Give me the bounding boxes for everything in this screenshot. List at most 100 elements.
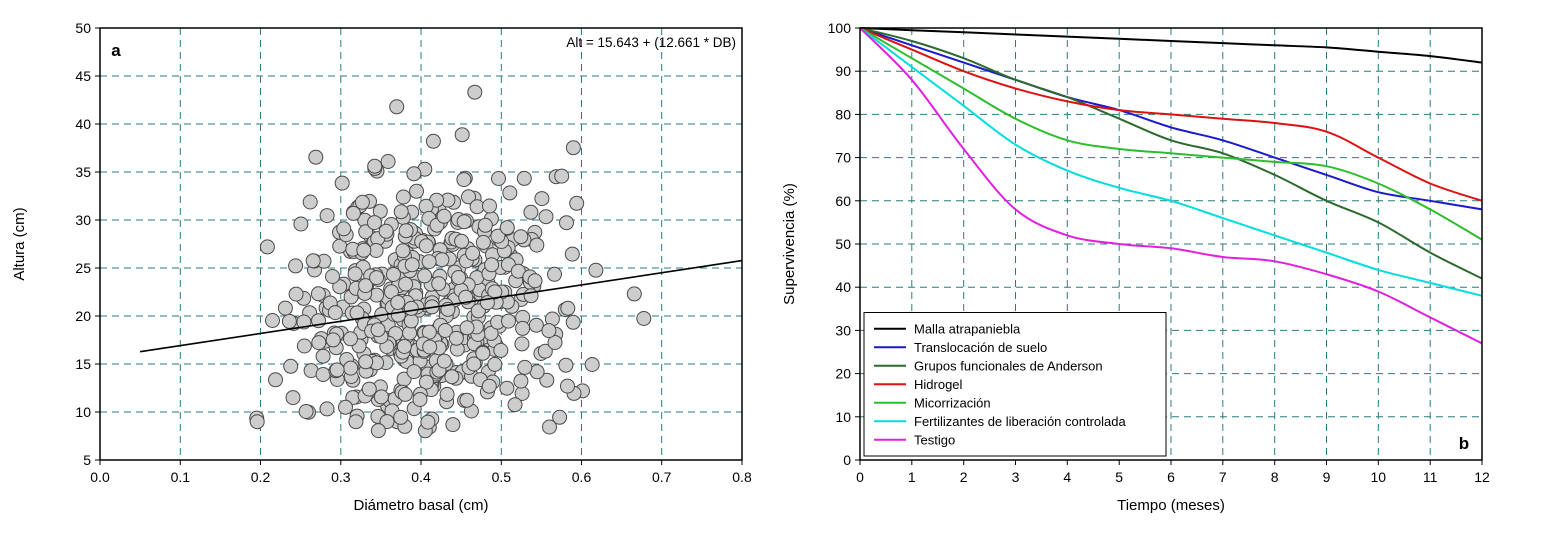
y-axis-title-a: Altura (cm) [11,207,28,280]
scatter-point [367,215,382,231]
scatter-point [636,311,652,326]
scatter-point [537,343,553,359]
scatter-point [517,359,533,375]
scatter-point [484,257,500,273]
scatter-point [445,417,461,433]
tick-marks [95,27,743,465]
scatter-point [481,378,497,394]
scatter-point [298,404,314,419]
scatter-point [403,300,419,316]
y-tick-label: 25 [75,260,91,276]
scatter-point [502,185,518,201]
scatter-point [529,237,545,253]
x-tick-label: 9 [1323,469,1331,485]
scatter-point [465,245,481,261]
scatter-point [398,223,414,239]
scatter-point [370,322,386,338]
scatter-point [393,409,409,425]
scatter-point [281,313,297,329]
scatter-point [395,243,411,259]
y-tick-label: 20 [835,366,851,382]
scatter-point [296,338,312,354]
x-tick-label: 0.7 [652,469,672,485]
y-tick-label: 10 [75,404,91,420]
x-tick-label: 5 [1115,469,1123,485]
scatter-point [367,158,383,174]
legend-item-label: Micorrización [914,395,991,410]
scatter-point [325,332,341,348]
y-tick-label: 40 [75,116,91,132]
scatter-point [393,204,409,220]
y-tick-label: 35 [75,164,91,180]
scatter-point [439,386,455,402]
scatter-point [412,392,428,407]
legend-item-label: Malla atrapaniebla [914,321,1021,336]
scatter-point [356,242,372,258]
x-tick-label: 4 [1063,469,1071,485]
x-axis-title-a: Diámetro basal (cm) [353,497,488,514]
scatter-point [431,276,447,292]
scatter-point [565,140,581,156]
scatter-point [565,314,581,330]
scatter-point [338,399,353,415]
scatter-point [296,314,312,330]
scatter-point [499,220,515,236]
scatter-point [283,358,299,374]
panel-label-b: b [1459,434,1469,453]
scatter-point [403,313,419,329]
scatter-point [475,234,491,250]
scatter-point [349,305,365,321]
y-tick-label: 50 [75,20,91,36]
scatter-point [370,423,386,439]
scatter-point [588,262,604,278]
scatter-point [378,223,394,239]
scatter-point [434,252,450,268]
x-tick-label: 0.0 [90,469,110,485]
scatter-point [397,386,413,402]
y-tick-label: 50 [835,236,851,252]
scatter-point [418,238,434,254]
scatter-point [315,367,331,382]
scatter-point [499,380,515,396]
x-tick-label: 12 [1474,469,1490,485]
scatter-point [396,339,412,354]
scatter-point [513,229,529,245]
scatter-point [404,257,420,273]
scatter-point [490,228,506,244]
scatter-point [369,270,385,286]
scatter-point [308,149,324,165]
scatter-point [482,198,497,214]
scatter-point [513,373,529,389]
x-tick-label: 0.1 [171,469,191,485]
scatter-point [436,353,452,369]
y-tick-label: 90 [835,63,851,79]
scatter-point [451,270,467,285]
scatter-point [343,331,358,347]
scatter-point [285,390,301,406]
y-tick-label: 0 [843,452,851,468]
scatter-point [456,172,472,188]
legend: Malla atrapaniebla Translocación de suelo… [863,312,1167,457]
series-line [859,27,1483,297]
x-tick-label: 0.5 [492,469,512,485]
y-tick-label: 80 [835,106,851,122]
y-tick-label: 40 [835,279,851,295]
scatter-point [569,195,585,211]
scatter-points [249,84,652,439]
scatter-point [454,233,470,249]
scatter-point [390,295,406,310]
scatter-point [560,300,576,316]
scatter-point [348,414,364,430]
scatter-point [539,372,555,388]
series-line [859,27,1483,241]
scatter-point [422,339,438,355]
line-chart-panel-b: 0 1 2 3 4 5 6 7 8 9 10 11 120102030405060708090100Ma… [770,0,1547,539]
scatter-point [421,254,437,270]
scatter-point [361,381,377,397]
y-tick-label: 15 [75,356,91,372]
scatter-point [507,397,523,413]
scatter-point [288,258,304,274]
x-tick-label: 0.6 [572,469,592,485]
y-tick-label: 70 [835,150,851,166]
